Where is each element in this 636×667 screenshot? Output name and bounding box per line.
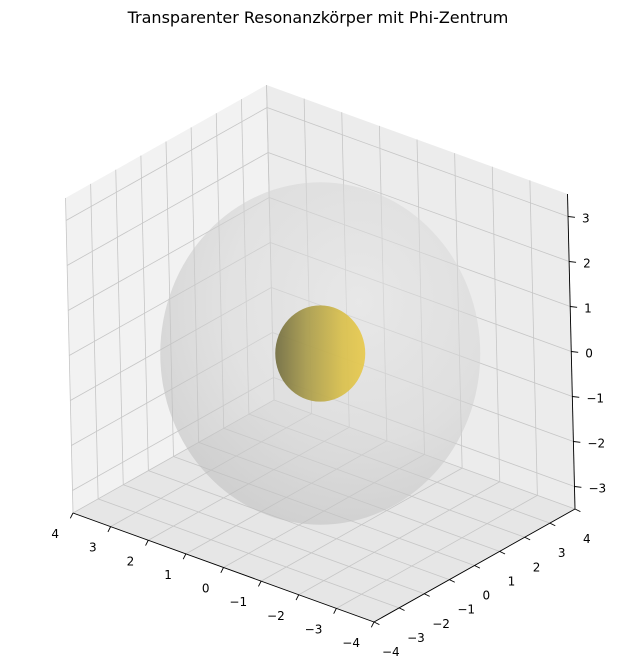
y-tick-label: −1 <box>457 603 475 617</box>
grid-line <box>148 470 450 581</box>
y-tick-tick <box>549 522 556 527</box>
grid-line <box>97 498 400 609</box>
y-tick-label: 2 <box>533 560 541 574</box>
inner-sphere <box>275 305 366 402</box>
y-tick-tick <box>424 593 430 597</box>
chart-title: Transparenter Resonanzkörper mit Phi-Zen… <box>127 8 509 27</box>
x-tick-tick <box>333 608 337 614</box>
grid-line <box>267 152 570 262</box>
x-tick-label: −4 <box>342 636 360 650</box>
z-tick-label: 2 <box>583 257 591 271</box>
x-tick-label: 4 <box>51 527 59 541</box>
y-tick-label: −2 <box>432 617 450 631</box>
z-tick-tick <box>567 216 576 218</box>
x-tick-tick <box>182 553 187 560</box>
x-tick-label: −3 <box>305 622 323 636</box>
z-tick-tick <box>570 306 578 308</box>
y-tick-tick <box>373 621 380 626</box>
x-tick-tick <box>69 512 74 519</box>
spheres <box>160 182 481 525</box>
y-tick-label: 0 <box>483 589 491 603</box>
z-tick-tick <box>573 441 581 443</box>
grid-line <box>266 107 569 217</box>
x-tick-tick <box>258 580 262 587</box>
x-tick-label: −2 <box>267 609 285 623</box>
y-tick-label: 3 <box>558 546 566 560</box>
y-tick-tick <box>524 536 531 541</box>
y-tick-label: −3 <box>407 631 425 645</box>
tick-labels: 4 3 2 1 0 −1 −2 −3 −4 −4 −3 −2 −1 0 1 2 3 4 3 2 1 0 −1 −2 −3 <box>51 212 606 660</box>
x-tick-tick <box>107 526 112 533</box>
y-tick-label: −4 <box>382 645 400 659</box>
x-tick-label: 1 <box>164 568 172 582</box>
x-tick-tick <box>295 594 300 601</box>
z-tick-tick <box>569 261 577 263</box>
tick-marks <box>69 193 582 628</box>
z-tick-tick <box>574 486 582 488</box>
x-tick-tick <box>220 567 224 574</box>
z-tick-label: 0 <box>585 347 593 361</box>
z-tick-label: −1 <box>586 392 604 406</box>
y-tick-tick <box>398 607 405 611</box>
z-tick-tick <box>572 396 580 398</box>
x-tick-label: 0 <box>202 582 210 596</box>
z-tick-label: −3 <box>588 482 606 496</box>
y-tick-tick <box>574 508 581 513</box>
y-tick-label: 4 <box>583 532 591 546</box>
x-tick-tick <box>370 621 375 628</box>
y-tick-tick <box>474 565 481 569</box>
x-tick-tick <box>145 540 149 546</box>
z-tick-tick <box>571 351 579 353</box>
x-tick-label: 2 <box>127 554 135 568</box>
z-tick-label: 1 <box>584 302 592 316</box>
x-tick-label: 3 <box>89 541 97 555</box>
z-tick-label: −2 <box>587 437 605 451</box>
grid-line <box>66 152 269 266</box>
grid-line <box>123 484 425 595</box>
y-tick-tick <box>499 550 506 555</box>
y-tick-label: 1 <box>508 574 516 588</box>
grid-line <box>65 107 268 221</box>
x-tick-label: −1 <box>229 595 247 609</box>
z-tick-label: 3 <box>582 212 590 226</box>
y-tick-tick <box>449 579 455 583</box>
